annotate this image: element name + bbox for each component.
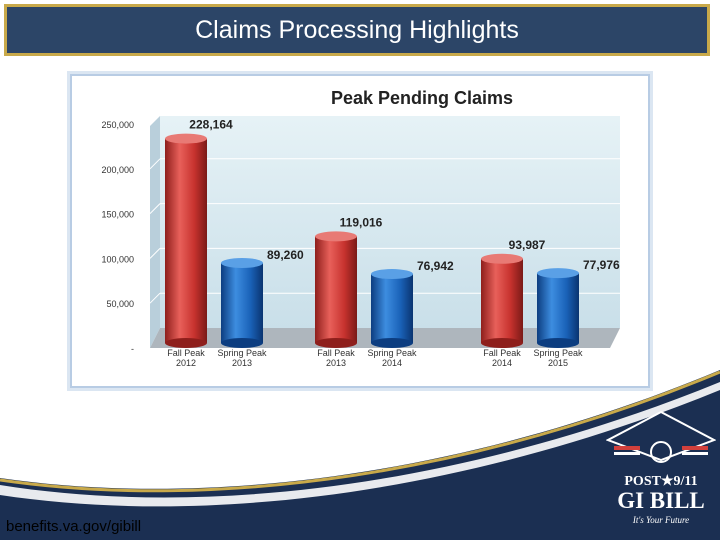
bar-base [537, 338, 579, 348]
y-tick-label: 100,000 [101, 254, 134, 264]
chart-title: Peak Pending Claims [331, 88, 513, 108]
data-label: 76,942 [417, 259, 454, 273]
x-tick-label: 2014 [382, 358, 402, 368]
bar-base [165, 338, 207, 348]
peak-pending-claims-chart: Peak Pending Claims - 50,000 100,000 150,00… [101, 88, 620, 368]
gridline-side [149, 203, 161, 214]
data-label: 93,987 [509, 238, 546, 252]
footer-url[interactable]: benefits.va.gov/gibill [6, 518, 142, 535]
logo-line2: GI BILL [617, 488, 705, 513]
bar-cap [537, 268, 579, 279]
bar-base [315, 338, 357, 348]
x-tick-label: Spring Peak [533, 348, 583, 358]
bar [315, 236, 357, 343]
chart-frame: Peak Pending Claims - 50,000 100,000 150,00… [70, 74, 650, 388]
data-label: 119,016 [340, 215, 383, 229]
x-tick-label: Fall Peak [317, 348, 355, 358]
y-tick-label: 150,000 [101, 210, 134, 220]
bar [165, 138, 207, 343]
gridline-side [149, 248, 161, 259]
gridline-side [149, 292, 161, 304]
bar-cap [165, 133, 207, 144]
x-tick-label: Fall Peak [483, 348, 521, 358]
bar-cap [221, 258, 263, 269]
gridline-side [149, 113, 161, 125]
data-label: 77,976 [583, 258, 620, 272]
slide-title: Claims Processing Highlights [195, 15, 519, 44]
logo-line1: POST★9/11 [624, 473, 697, 489]
bar-base [371, 338, 413, 348]
x-tick-label: 2013 [232, 358, 252, 368]
y-tick-label: 50,000 [106, 299, 134, 309]
y-tick-label: - [131, 344, 134, 354]
data-label: 228,164 [189, 118, 233, 132]
bar-cap [371, 269, 413, 280]
bar [481, 258, 523, 343]
bar-base [221, 338, 263, 348]
x-tick-label: Spring Peak [367, 348, 417, 358]
y-tick-label: 200,000 [101, 165, 134, 175]
bar-cap [315, 231, 357, 242]
data-label: 89,260 [267, 248, 304, 262]
plot-side-wall [150, 116, 160, 348]
bar-base [481, 338, 523, 348]
gi-bill-logo: POST★9/11 GI BILL It's Your Future [606, 410, 716, 525]
bar [371, 274, 413, 343]
bar [221, 263, 263, 343]
footer-swoosh [0, 370, 720, 540]
x-tick-label: Fall Peak [167, 348, 205, 358]
x-tick-label: 2015 [548, 358, 568, 368]
bar-cap [481, 253, 523, 264]
bar [537, 273, 579, 343]
x-tick-label: 2013 [326, 358, 346, 368]
gridline-side [149, 158, 161, 170]
logo-tagline: It's Your Future [632, 515, 689, 525]
slide-title-bar: Claims Processing Highlights [4, 4, 710, 56]
y-tick-label: 250,000 [101, 120, 134, 130]
x-tick-label: Spring Peak [217, 348, 267, 358]
x-tick-label: 2014 [492, 358, 512, 368]
x-tick-label: 2012 [176, 358, 196, 368]
